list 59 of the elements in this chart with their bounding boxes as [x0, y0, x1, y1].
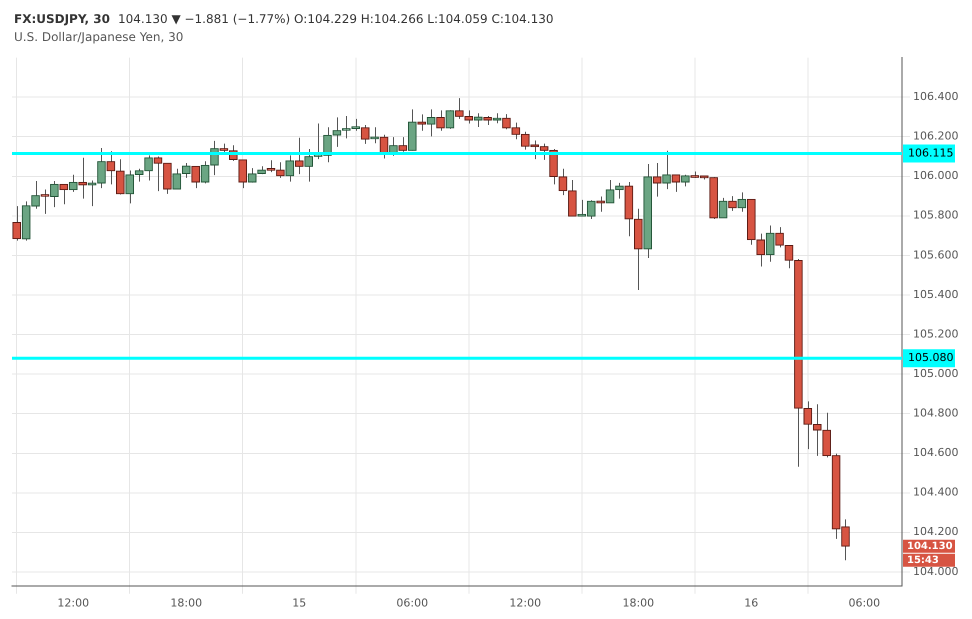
candlestick	[380, 134, 388, 159]
candlestick	[360, 124, 370, 144]
candlestick	[106, 150, 116, 185]
text: 15:43	[907, 554, 939, 566]
candlestick	[738, 192, 746, 212]
candlestick	[220, 143, 228, 154]
x-tick-label: 16	[744, 596, 758, 610]
candlestick	[398, 136, 408, 152]
x-tick-label: 06:00	[396, 596, 428, 610]
candlestick	[286, 154, 294, 182]
ref-line-label: 105.080	[908, 351, 954, 364]
y-tick-label: 105.400	[913, 288, 958, 301]
chart-title: FX:USDJPY, 30	[14, 12, 110, 26]
candlestick	[50, 180, 59, 208]
candlestick	[718, 197, 728, 219]
chart-subtitle: 104.130 ▼ −1.881 (−1.77%) O:104.229 H:104.266 L:104.059 C:104.130	[118, 12, 554, 26]
candlestick	[68, 174, 78, 192]
candlestick	[78, 157, 87, 200]
candlestick	[436, 110, 445, 132]
candlestick	[294, 137, 304, 175]
candlestick	[652, 162, 662, 198]
y-tick-label: 105.000	[913, 366, 958, 380]
candlestick	[40, 189, 50, 214]
y-tick-label: 104.200	[913, 525, 958, 538]
candlestick	[672, 174, 680, 192]
candlestick	[662, 150, 671, 190]
x-tick-label: 18:00	[170, 596, 202, 610]
x-tick-label: 12:00	[509, 596, 542, 610]
y-tick-label: 105.200	[913, 327, 958, 340]
candlestick	[59, 184, 68, 205]
x-tick-label: 15	[292, 596, 306, 610]
candlestick	[304, 148, 313, 182]
candlestick	[483, 115, 492, 126]
y-tick-label: 104.600	[913, 446, 958, 460]
y-tick-label: 106.000	[913, 169, 958, 182]
x-tick-label: 18:00	[622, 596, 654, 610]
candlestick	[446, 110, 454, 130]
text: 104.130	[907, 540, 953, 552]
y-tick-label: 105.800	[913, 208, 958, 222]
candlestick	[766, 225, 774, 262]
x-tick-label: 06:00	[848, 596, 880, 610]
candlestick	[681, 174, 690, 187]
candlestick	[426, 108, 436, 137]
candlestick	[596, 196, 605, 212]
candlestick	[417, 114, 426, 132]
y-tick-label: 106.200	[913, 130, 958, 143]
ref-line-label: 106.115	[908, 146, 954, 160]
y-tick-label: 104.400	[913, 486, 958, 499]
candlestick	[191, 166, 200, 189]
x-tick-label: 12:00	[57, 596, 90, 610]
y-tick-label: 105.600	[913, 248, 958, 262]
candlestick	[728, 196, 737, 212]
candlestick	[474, 112, 483, 128]
candlestick	[116, 158, 125, 195]
candlestick	[12, 206, 22, 242]
y-tick-label: 106.400	[913, 90, 958, 104]
y-tick-label: 104.800	[913, 406, 958, 420]
text: U.S. Dollar/Japanese Yen, 30	[14, 29, 184, 46]
y-tick-label: 104.000	[913, 564, 958, 578]
